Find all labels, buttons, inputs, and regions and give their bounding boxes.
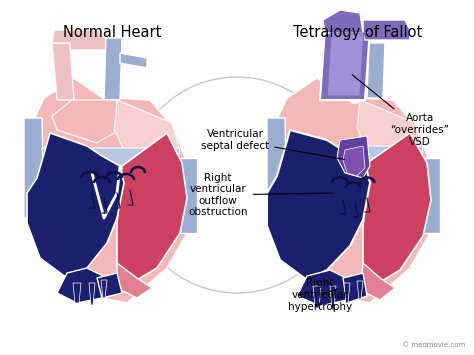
Polygon shape — [267, 130, 370, 280]
Polygon shape — [104, 38, 122, 100]
Polygon shape — [120, 53, 147, 68]
Polygon shape — [320, 28, 370, 100]
Polygon shape — [287, 146, 423, 166]
Polygon shape — [52, 30, 107, 50]
Polygon shape — [297, 270, 350, 306]
Polygon shape — [363, 20, 410, 40]
Polygon shape — [357, 281, 363, 299]
Text: Ventricular
septal defect: Ventricular septal defect — [201, 129, 344, 159]
Text: Aorta
“overrides”
VSD: Aorta “overrides” VSD — [352, 75, 449, 147]
Polygon shape — [180, 158, 197, 233]
Polygon shape — [323, 10, 363, 33]
Text: Normal Heart: Normal Heart — [63, 25, 161, 40]
Text: © medmovie.com: © medmovie.com — [402, 342, 465, 348]
Polygon shape — [367, 43, 385, 98]
Text: Right
ventricular
hypertrophy: Right ventricular hypertrophy — [288, 278, 352, 312]
Polygon shape — [267, 78, 437, 303]
Polygon shape — [343, 146, 365, 176]
Polygon shape — [337, 136, 370, 178]
Polygon shape — [344, 283, 350, 303]
Polygon shape — [52, 43, 74, 100]
Polygon shape — [363, 133, 431, 284]
Polygon shape — [313, 286, 321, 308]
Polygon shape — [423, 158, 440, 233]
Polygon shape — [89, 283, 95, 305]
Polygon shape — [101, 280, 107, 298]
Polygon shape — [357, 100, 423, 163]
Polygon shape — [330, 286, 336, 310]
Polygon shape — [360, 263, 395, 300]
Polygon shape — [42, 148, 180, 168]
Polygon shape — [267, 118, 287, 218]
Text: Right
ventricular
outflow
obstruction: Right ventricular outflow obstruction — [188, 173, 332, 217]
Polygon shape — [24, 118, 44, 218]
Polygon shape — [117, 133, 187, 283]
Polygon shape — [24, 78, 194, 303]
Polygon shape — [343, 273, 367, 303]
Polygon shape — [73, 283, 81, 303]
Polygon shape — [117, 263, 152, 298]
Polygon shape — [114, 100, 180, 163]
Polygon shape — [327, 33, 364, 96]
Polygon shape — [27, 133, 124, 278]
Polygon shape — [52, 100, 117, 143]
Polygon shape — [97, 273, 122, 298]
Text: Tetralogy of Fallot: Tetralogy of Fallot — [293, 25, 423, 40]
Polygon shape — [57, 268, 107, 303]
